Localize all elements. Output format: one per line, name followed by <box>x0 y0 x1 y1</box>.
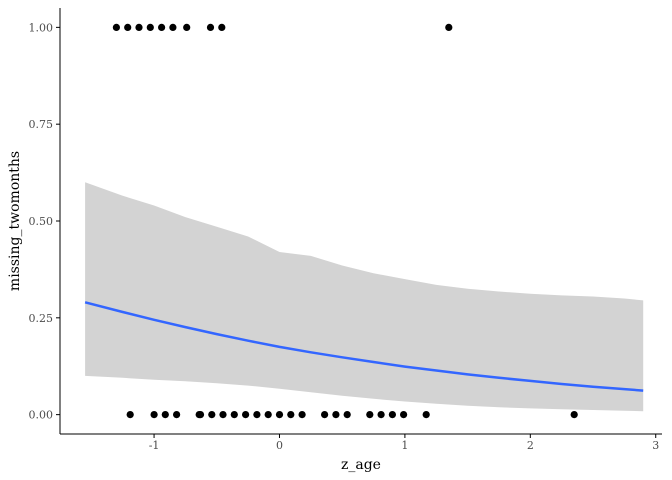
data-point <box>161 411 169 419</box>
x-tick-label: 2 <box>527 439 534 452</box>
x-tick-label: -1 <box>149 439 160 452</box>
data-point <box>146 23 154 31</box>
data-point <box>253 411 261 419</box>
x-tick-label: 3 <box>652 439 659 452</box>
data-point <box>150 411 158 419</box>
data-point <box>196 411 205 419</box>
points-layer <box>112 23 578 419</box>
data-point <box>112 23 120 31</box>
data-point <box>218 23 226 31</box>
data-point <box>366 411 374 419</box>
y-tick-label: 0.75 <box>29 118 54 131</box>
data-point <box>230 411 238 419</box>
data-point <box>321 411 329 419</box>
data-point <box>126 411 134 419</box>
data-point <box>158 23 166 31</box>
data-point <box>570 411 578 419</box>
y-axis-title: missing_twomonths <box>7 151 23 291</box>
data-point <box>124 23 132 31</box>
data-point <box>445 23 453 31</box>
data-point <box>400 411 408 419</box>
axes-layer: -1 0 1 2 3 0.00 0.25 0.50 0.75 1.00 <box>29 8 662 452</box>
data-point <box>173 411 181 419</box>
y-tick-label: 0.25 <box>29 312 54 325</box>
data-point <box>264 411 272 419</box>
data-point <box>183 23 191 31</box>
data-point <box>377 411 385 419</box>
data-point <box>135 23 143 31</box>
data-point <box>332 411 340 419</box>
confidence-ribbon-layer <box>85 182 644 412</box>
data-point <box>206 23 215 31</box>
data-point <box>275 411 284 419</box>
data-point <box>388 411 396 419</box>
x-tick-label: 1 <box>401 439 408 452</box>
data-point <box>422 411 430 419</box>
data-point <box>208 411 216 419</box>
data-point <box>219 411 227 419</box>
data-point <box>169 23 177 31</box>
y-tick-label: 0.00 <box>29 409 54 422</box>
data-point <box>287 411 295 419</box>
fit-line-layer <box>84 301 644 392</box>
confidence-ribbon <box>85 182 644 412</box>
x-axis-title: z_age <box>341 457 381 473</box>
data-point <box>242 411 250 419</box>
data-point <box>343 411 351 419</box>
labels-layer: z_age missing_twomonths <box>7 151 381 473</box>
x-tick-label: 0 <box>276 439 283 452</box>
fit-line <box>84 301 644 392</box>
data-point <box>298 411 306 419</box>
y-tick-label: 0.50 <box>29 215 54 228</box>
y-tick-label: 1.00 <box>29 21 54 34</box>
